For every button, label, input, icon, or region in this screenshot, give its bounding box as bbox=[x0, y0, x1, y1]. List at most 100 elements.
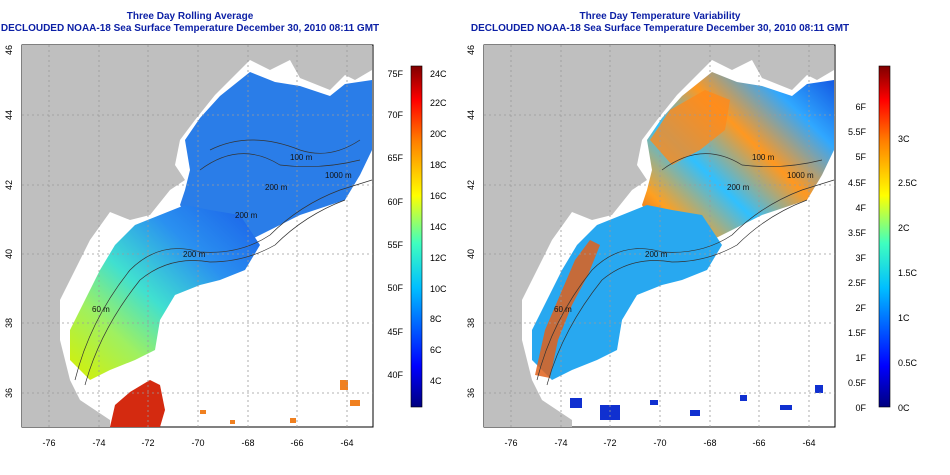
right-graticule bbox=[484, 45, 835, 427]
colorbar-f-label: 70F bbox=[387, 110, 403, 120]
colorbar-f-label: 4.5F bbox=[848, 178, 867, 188]
colorbar-f-label: 55F bbox=[387, 240, 403, 250]
right-contour-label: 200 m bbox=[727, 183, 750, 192]
lat-tick-label: 46 bbox=[466, 45, 476, 55]
lon-tick-label: -66 bbox=[752, 438, 765, 448]
lon-tick-label: -76 bbox=[42, 438, 55, 448]
right-title-line1: Three Day Temperature Variability bbox=[579, 11, 741, 22]
lon-tick-label: -70 bbox=[653, 438, 666, 448]
lat-tick-label: 38 bbox=[4, 318, 14, 328]
colorbar-f-label: 75F bbox=[387, 69, 403, 79]
colorbar-c-label: 12C bbox=[430, 253, 447, 263]
colorbar-c-label: 20C bbox=[430, 129, 447, 139]
left-contour-label: 1000 m bbox=[325, 171, 352, 180]
colorbar-c-label: 24C bbox=[430, 69, 447, 79]
lon-tick-label: -72 bbox=[603, 438, 616, 448]
left-title-line2: DECLOUDED NOAA-18 Sea Surface Temperatur… bbox=[0, 23, 380, 34]
colorbar-f-label: 40F bbox=[387, 370, 403, 380]
colorbar-f-label: 1.5F bbox=[848, 328, 867, 338]
right-land-mainland bbox=[484, 45, 834, 427]
left-contours bbox=[74, 139, 373, 386]
lat-tick-label: 38 bbox=[466, 318, 476, 328]
left-lat-axis: 36 38 40 42 44 46 bbox=[4, 45, 14, 398]
colorbar-c-label: 2.5C bbox=[898, 178, 918, 188]
colorbar-c-label: 2C bbox=[898, 223, 910, 233]
left-map: 200 m 200 m 100 m 1000 m 200 m 60 m -76 … bbox=[4, 44, 374, 448]
left-contour-label: 200 m bbox=[235, 211, 258, 220]
colorbar-c-label: 4C bbox=[430, 376, 442, 386]
left-land-mainland bbox=[22, 45, 372, 427]
lon-tick-label: -64 bbox=[802, 438, 815, 448]
left-colorbar-gradient bbox=[410, 65, 423, 408]
right-colorbar: 6F 5.5F 5F 4.5F 4F 3.5F 3F 2.5F 2F 1.5F … bbox=[848, 65, 918, 413]
colorbar-c-label: 1C bbox=[898, 313, 910, 323]
left-sst-shelf bbox=[70, 205, 260, 380]
right-map: 200 m 100 m 1000 m 200 m 60 m -76 -74 -7… bbox=[466, 44, 836, 448]
colorbar-f-label: 50F bbox=[387, 283, 403, 293]
colorbar-f-label: 65F bbox=[387, 153, 403, 163]
lat-tick-label: 46 bbox=[4, 45, 14, 55]
lat-tick-label: 44 bbox=[466, 110, 476, 120]
lon-tick-label: -66 bbox=[290, 438, 303, 448]
lat-tick-label: 40 bbox=[466, 249, 476, 259]
colorbar-f-label: 45F bbox=[387, 327, 403, 337]
right-contour-labels: 200 m 100 m 1000 m 200 m 60 m bbox=[554, 153, 814, 314]
right-title-line2: DECLOUDED NOAA-18 Sea Surface Temperatur… bbox=[470, 23, 850, 34]
colorbar-f-label: 0F bbox=[855, 403, 866, 413]
right-contour-label: 1000 m bbox=[787, 171, 814, 180]
lat-tick-label: 40 bbox=[4, 249, 14, 259]
right-variability-shelf bbox=[532, 205, 722, 380]
lat-tick-label: 44 bbox=[4, 110, 14, 120]
lat-tick-label: 36 bbox=[466, 388, 476, 398]
lon-tick-label: -64 bbox=[340, 438, 353, 448]
left-colorbar: 75F 70F 65F 60F 55F 50F 45F 40F 24C 22C … bbox=[387, 65, 447, 408]
lat-tick-label: 42 bbox=[466, 180, 476, 190]
left-contour-label: 100 m bbox=[290, 153, 313, 162]
left-map-title: Three Day Rolling Average DECLOUDED NOAA… bbox=[0, 11, 380, 35]
right-variability-gom-warm bbox=[650, 90, 730, 165]
lat-tick-label: 42 bbox=[4, 180, 14, 190]
colorbar-f-label: 5.5F bbox=[848, 127, 867, 137]
right-contour-label: 200 m bbox=[645, 250, 668, 259]
colorbar-c-label: 0C bbox=[898, 403, 910, 413]
colorbar-f-label: 5F bbox=[855, 152, 866, 162]
colorbar-f-label: 2F bbox=[855, 303, 866, 313]
colorbar-f-label: 4F bbox=[855, 203, 866, 213]
lat-tick-label: 36 bbox=[4, 388, 14, 398]
left-contour-label: 200 m bbox=[183, 250, 206, 259]
colorbar-f-label: 6F bbox=[855, 102, 866, 112]
left-title-line1: Three Day Rolling Average bbox=[126, 11, 254, 22]
colorbar-c-label: 18C bbox=[430, 160, 447, 170]
colorbar-c-label: 10C bbox=[430, 284, 447, 294]
colorbar-f-label: 1F bbox=[855, 353, 866, 363]
colorbar-c-label: 3C bbox=[898, 134, 910, 144]
right-contour-label: 100 m bbox=[752, 153, 775, 162]
right-contours bbox=[536, 153, 835, 386]
colorbar-c-label: 1.5C bbox=[898, 268, 918, 278]
lon-tick-label: -74 bbox=[554, 438, 567, 448]
right-contour-label: 60 m bbox=[554, 305, 572, 314]
colorbar-f-label: 2.5F bbox=[848, 278, 867, 288]
left-graticule bbox=[22, 45, 373, 427]
left-sst-warm-speckles bbox=[200, 380, 360, 424]
lon-tick-label: -74 bbox=[92, 438, 105, 448]
right-colorbar-gradient bbox=[878, 65, 891, 408]
colorbar-f-label: 3F bbox=[855, 253, 866, 263]
left-contour-label: 200 m bbox=[265, 183, 288, 192]
right-map-title: Three Day Temperature Variability DECLOU… bbox=[470, 11, 850, 35]
colorbar-c-label: 14C bbox=[430, 222, 447, 232]
right-variability-speckles bbox=[570, 385, 823, 420]
right-variability-coastal-warm bbox=[535, 240, 600, 378]
colorbar-c-label: 0.5C bbox=[898, 358, 918, 368]
lon-tick-label: -76 bbox=[504, 438, 517, 448]
right-lat-axis: 36 38 40 42 44 46 bbox=[466, 45, 476, 398]
right-lon-axis: -76 -74 -72 -70 -68 -66 -64 bbox=[504, 438, 815, 448]
colorbar-c-label: 6C bbox=[430, 345, 442, 355]
left-contour-labels: 200 m 200 m 100 m 1000 m 200 m 60 m bbox=[92, 153, 352, 314]
lon-tick-label: -68 bbox=[241, 438, 254, 448]
colorbar-c-label: 16C bbox=[430, 191, 447, 201]
lon-tick-label: -68 bbox=[703, 438, 716, 448]
left-sst-gulf-stream bbox=[110, 380, 165, 427]
colorbar-c-label: 8C bbox=[430, 314, 442, 324]
